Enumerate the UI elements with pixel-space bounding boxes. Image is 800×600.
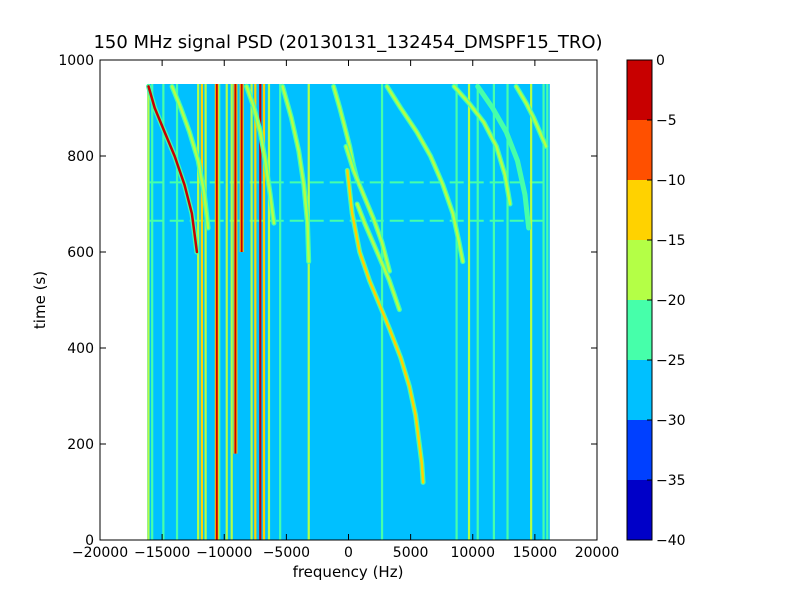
colorbar-tick-label: 0 xyxy=(656,53,665,69)
colorbar-bin xyxy=(627,240,652,300)
x-tick-label: 10000 xyxy=(450,545,495,561)
colorbar: 0 −5 −10 −15 −20 −25 −30 −35 −40 xyxy=(626,53,686,549)
y-tick-label: 1000 xyxy=(58,53,94,69)
x-tick-label: −15000 xyxy=(134,545,190,561)
y-tick-label: 200 xyxy=(67,437,94,453)
x-tick-label: 15000 xyxy=(513,545,558,561)
signal-curve xyxy=(245,85,276,225)
colorbar-bin xyxy=(627,420,652,480)
x-tick-label: −20000 xyxy=(72,545,128,561)
y-axis-label: time (s) xyxy=(31,271,49,329)
signal-curve xyxy=(452,85,512,206)
colorbar-bin xyxy=(627,300,652,360)
y-axis-ticks: 0 200 400 600 800 1000 xyxy=(58,53,597,549)
colorbar-bin xyxy=(627,480,652,540)
signal-curve xyxy=(344,145,391,273)
colorbar-tick-label: −30 xyxy=(656,413,686,429)
y-tick-label: 800 xyxy=(67,149,94,165)
colorbar-tick-label: −20 xyxy=(656,293,686,309)
x-tick-label: −5000 xyxy=(263,545,310,561)
y-tick-label: 400 xyxy=(67,341,94,357)
x-tick-label: 0 xyxy=(344,545,353,561)
signal-curve xyxy=(476,85,530,230)
colorbar-tick-label: −15 xyxy=(656,233,686,249)
colorbar-bin xyxy=(627,180,652,240)
signal-curve xyxy=(355,202,401,311)
x-tick-label: −10000 xyxy=(196,545,252,561)
signal-curve xyxy=(346,169,425,484)
colorbar-bin xyxy=(627,360,652,420)
signal-curve xyxy=(147,85,199,254)
colorbar-bin xyxy=(627,120,652,180)
colorbar-tick-label: −35 xyxy=(656,473,686,489)
signal-curve xyxy=(514,85,548,148)
x-axis-ticks: −20000 −15000 −10000 −5000 0 5000 10000 15000 20… xyxy=(72,60,619,561)
colorbar-tick-label: −5 xyxy=(656,113,677,129)
y-tick-label: 600 xyxy=(67,245,94,261)
colorbar-bin xyxy=(627,60,652,120)
signal-curve xyxy=(170,85,210,230)
heatmap-layer xyxy=(146,83,550,540)
x-tick-label: 5000 xyxy=(393,545,429,561)
signal-curve xyxy=(281,85,310,263)
colorbar-tick-label: −10 xyxy=(656,173,686,189)
colorbar-tick-label: −40 xyxy=(656,533,686,549)
x-axis-label: frequency (Hz) xyxy=(293,563,404,581)
colorbar-tick-label: −25 xyxy=(656,353,686,369)
x-tick-label: 20000 xyxy=(575,545,620,561)
chart-title: 150 MHz signal PSD (20130131_132454_DMSP… xyxy=(93,32,602,53)
y-tick-label: 0 xyxy=(85,533,94,549)
signal-curve xyxy=(385,85,465,263)
